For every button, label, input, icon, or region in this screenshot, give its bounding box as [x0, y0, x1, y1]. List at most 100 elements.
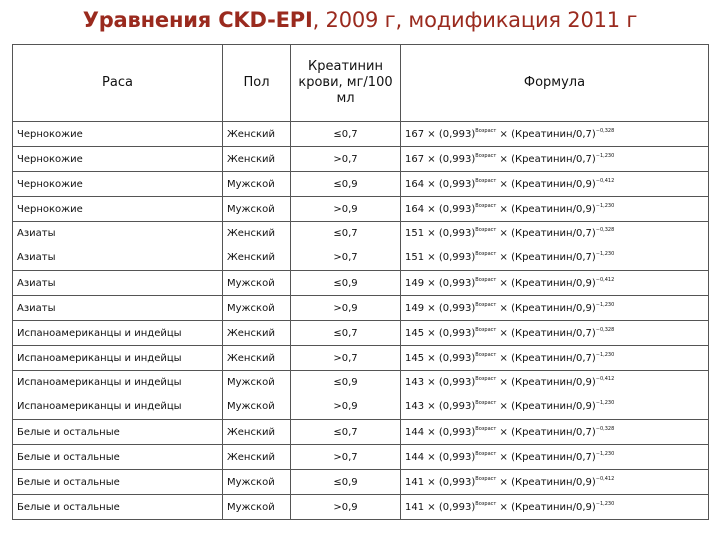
cell-creatinine-value: >0,9 [333, 302, 358, 314]
formula-creatinine-exponent: −0,328 [595, 425, 615, 432]
cell-sex: Женский [222, 320, 291, 346]
cell-race-value: Белые и остальные [17, 426, 120, 438]
cell-sex-value: Женский [227, 252, 275, 263]
formula-creatinine-term: × (Креатинин/0,7) [496, 352, 596, 364]
cell-sex: Мужской [222, 494, 291, 520]
cell-sex-value: Мужской [227, 277, 275, 289]
formula-text: 141 × (0,993)Возраст × (Креатинин/0,9)−0… [405, 475, 614, 488]
cell-creatinine-value: >0,9 [333, 203, 358, 215]
cell-creatinine-value: >0,7 [333, 153, 358, 165]
formula-age-exponent: Возраст [475, 500, 497, 507]
cell-formula: 164 × (0,993)Возраст × (Креатинин/0,9)−0… [400, 171, 709, 197]
table-row: Испаноамериканцы и индейцы Испаноамерикан… [12, 370, 709, 420]
cell-creatinine: ≤0,7 >0,7 [290, 221, 401, 271]
cell-race-value: Белые и остальные [17, 476, 120, 488]
formula-age-exponent: Возраст [475, 276, 497, 283]
cell-sex: Женский [222, 444, 291, 470]
cell-sex-value: Женский [227, 153, 275, 165]
title-bold: CKD-EPI [218, 8, 313, 32]
cell-race-value: Испаноамериканцы и индейцы [17, 352, 182, 364]
formula-creatinine-term: × (Креатинин/0,7) [496, 153, 596, 165]
formula-age-exponent: Возраст [475, 400, 497, 406]
cell-formula: 167 × (0,993)Возраст × (Креатинин/0,7)−0… [400, 121, 709, 147]
formula-creatinine-exponent: −1,230 [595, 152, 615, 159]
cell-race-value: Азиаты [17, 252, 56, 263]
cell-creatinine-value: ≤0,9 [333, 377, 358, 388]
formula-creatinine-term: × (Креатинин/0,9) [496, 377, 596, 388]
formula-coefficient: 144 × (0,993) [405, 426, 476, 438]
cell-sex: Женский [222, 121, 291, 147]
formula-creatinine-term: × (Креатинин/0,9) [496, 501, 596, 513]
cell-creatinine: >0,9 [290, 494, 401, 520]
table-row: Азиаты Мужской ≤0,9 149 × (0,993)Возраст × … [12, 270, 709, 296]
formula-coefficient: 144 × (0,993) [405, 451, 476, 463]
cell-creatinine-value: >0,7 [333, 252, 358, 263]
cell-race: Испаноамериканцы и индейцы [12, 345, 223, 371]
formula-creatinine-exponent: −1,230 [595, 450, 615, 457]
header-formula: Формула [400, 44, 709, 122]
formula-age-exponent: Возраст [475, 326, 497, 333]
table-body: Чернокожие Женский ≤0,7 167 × (0,993)Возрас… [12, 121, 709, 520]
cell-race-value: Азиаты [17, 228, 56, 239]
formula-text: 141 × (0,993)Возраст × (Креатинин/0,9)−1… [405, 500, 614, 513]
cell-race-value: Азиаты [17, 277, 56, 289]
cell-race: Азиаты [12, 295, 223, 321]
formula-creatinine-term: × (Креатинин/0,7) [496, 128, 596, 140]
formula-text: 145 × (0,993)Возраст × (Креатинин/0,7)−1… [405, 352, 614, 364]
cell-formula: 144 × (0,993)Возраст × (Креатинин/0,7)−1… [400, 444, 709, 470]
cell-race: Белые и остальные [12, 469, 223, 495]
formula-coefficient: 149 × (0,993) [405, 302, 476, 314]
formula-age-exponent: Возраст [475, 227, 497, 233]
cell-sex: Женский [222, 419, 291, 445]
cell-sex-value: Мужской [227, 302, 275, 314]
formula-age-exponent: Возраст [475, 475, 497, 482]
cell-creatinine-value: >0,9 [333, 401, 358, 412]
cell-race-value: Испаноамериканцы и индейцы [17, 327, 182, 339]
formula-coefficient: 141 × (0,993) [405, 476, 476, 488]
cell-creatinine-value: ≤0,7 [333, 426, 358, 438]
formula-text: 167 × (0,993)Возраст × (Креатинин/0,7)−0… [405, 127, 614, 140]
cell-sex-value: Мужской [227, 501, 275, 513]
cell-creatinine: >0,7 [290, 345, 401, 371]
cell-formula: 143 × (0,993)Возраст × (Креатинин/0,9)−0… [400, 370, 709, 420]
table-row: Чернокожие Женский ≤0,7 167 × (0,993)Возрас… [12, 121, 709, 147]
formula-creatinine-exponent: −0,412 [595, 177, 615, 184]
header-creatinine: Креатинин крови, мг/100 мл [290, 44, 401, 122]
cell-creatinine-value: >0,7 [333, 451, 358, 463]
formula-coefficient: 167 × (0,993) [405, 128, 476, 140]
cell-creatinine-value: ≤0,9 [333, 277, 358, 289]
formula-age-exponent: Возраст [475, 202, 497, 209]
formula-coefficient: 164 × (0,993) [405, 203, 476, 215]
cell-sex-value: Женский [227, 228, 275, 239]
cell-sex-value: Женский [227, 451, 275, 463]
formula-creatinine-term: × (Креатинин/0,7) [496, 252, 596, 263]
cell-sex: Женский [222, 146, 291, 172]
cell-race-value: Белые и остальные [17, 451, 120, 463]
cell-creatinine: >0,9 [290, 295, 401, 321]
formula-coefficient: 149 × (0,993) [405, 277, 476, 289]
cell-sex-value: Мужской [227, 377, 275, 388]
cell-race-value: Белые и остальные [17, 501, 120, 513]
table-row: Азиаты Азиаты Женский Женский ≤0,7 >0,7 151 × … [12, 221, 709, 271]
cell-sex-value: Мужской [227, 476, 275, 488]
cell-race: Испаноамериканцы и индейцы [12, 320, 223, 346]
cell-race-value: Чернокожие [17, 128, 83, 140]
cell-creatinine-value: >0,7 [333, 352, 358, 364]
cell-creatinine: ≤0,7 [290, 121, 401, 147]
cell-race: Белые и остальные [12, 494, 223, 520]
cell-formula: 167 × (0,993)Возраст × (Креатинин/0,7)−1… [400, 146, 709, 172]
formula-text: 149 × (0,993)Возраст × (Креатинин/0,9)−1… [405, 302, 614, 314]
cell-creatinine: ≤0,7 [290, 320, 401, 346]
cell-sex-value: Женский [227, 352, 275, 364]
cell-race: Белые и остальные [12, 419, 223, 445]
cell-sex-value: Женский [227, 426, 275, 438]
cell-sex: Мужской [222, 196, 291, 222]
formula-creatinine-exponent: −1,230 [595, 202, 615, 209]
cell-formula: 164 × (0,993)Возраст × (Креатинин/0,9)−1… [400, 196, 709, 222]
formula-age-exponent: Возраст [475, 127, 497, 134]
cell-sex-value: Мужской [227, 178, 275, 190]
formula-creatinine-term: × (Креатинин/0,9) [496, 203, 596, 215]
cell-race: Чернокожие [12, 121, 223, 147]
formula-text: 144 × (0,993)Возраст × (Креатинин/0,7)−0… [405, 425, 615, 438]
table-header-row: Раса Пол Креатинин крови, мг/100 мл Форм… [12, 44, 709, 122]
